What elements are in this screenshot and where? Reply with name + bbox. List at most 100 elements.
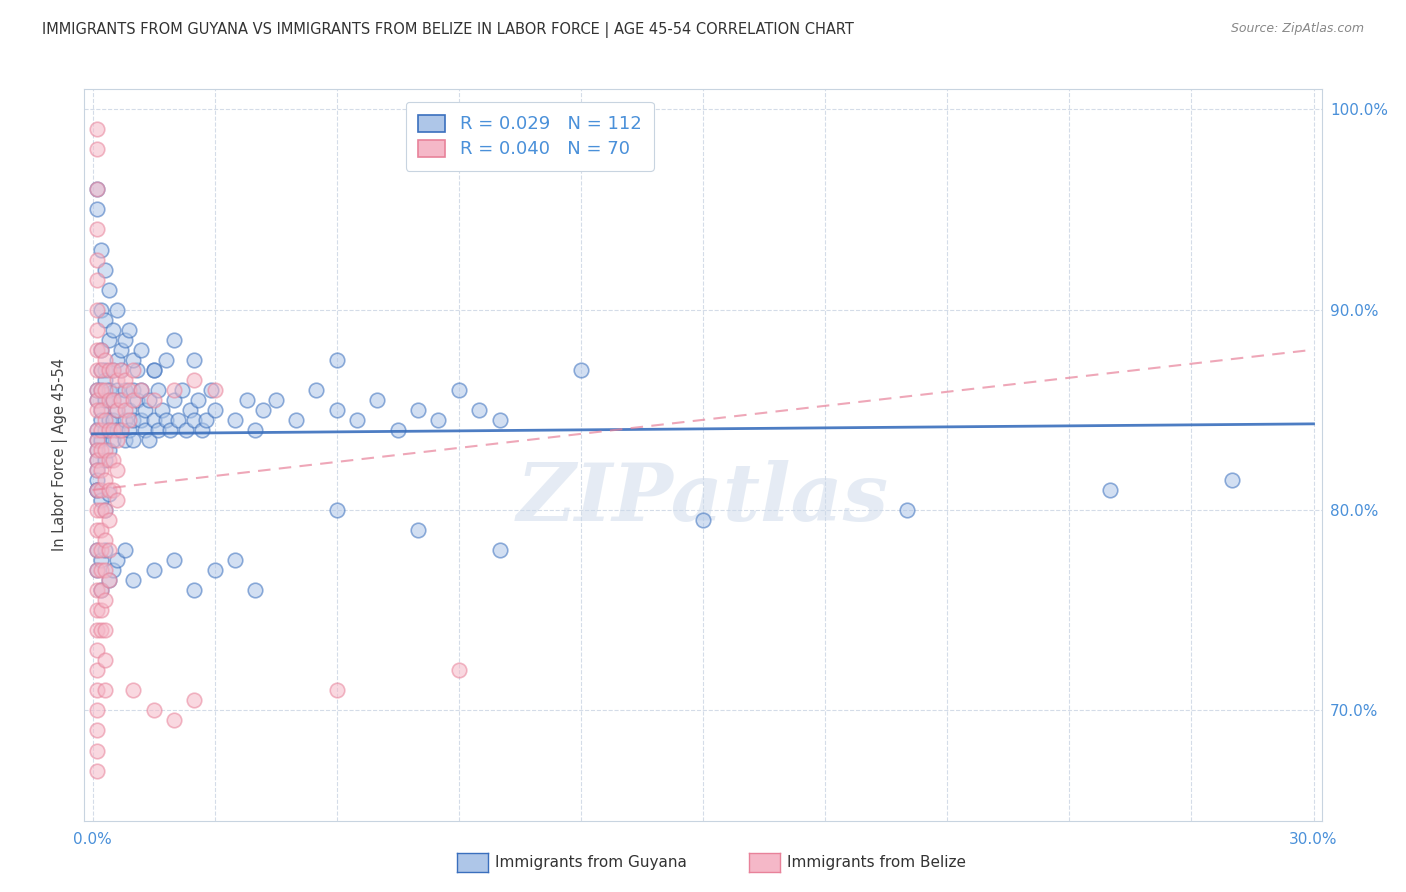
- Point: [366, 392, 388, 407]
- Point: [97, 513, 120, 527]
- Point: [86, 222, 108, 236]
- Point: [90, 563, 112, 577]
- Point: [159, 423, 181, 437]
- Point: [93, 312, 115, 326]
- Point: [252, 402, 274, 417]
- Point: [105, 553, 128, 567]
- Point: [110, 343, 132, 357]
- Point: [118, 383, 141, 397]
- Point: [245, 423, 267, 437]
- Point: [131, 383, 153, 397]
- Point: [447, 383, 470, 397]
- Point: [97, 543, 120, 558]
- Point: [142, 703, 165, 717]
- Text: Immigrants from Guyana: Immigrants from Guyana: [495, 855, 686, 870]
- Point: [406, 523, 429, 537]
- Point: [93, 543, 115, 558]
- Point: [101, 433, 124, 447]
- Point: [122, 683, 145, 698]
- Point: [183, 413, 205, 427]
- Point: [86, 483, 108, 497]
- Point: [406, 402, 429, 417]
- Point: [204, 383, 226, 397]
- Point: [114, 543, 136, 558]
- Point: [138, 433, 160, 447]
- Point: [150, 402, 173, 417]
- Point: [163, 383, 186, 397]
- Point: [86, 302, 108, 317]
- Point: [93, 363, 115, 377]
- Point: [114, 333, 136, 347]
- Point: [114, 402, 136, 417]
- Point: [86, 583, 108, 598]
- Point: [90, 433, 112, 447]
- Point: [97, 383, 120, 397]
- Point: [90, 442, 112, 457]
- Point: [97, 573, 120, 587]
- Point: [127, 392, 149, 407]
- Point: [90, 583, 112, 598]
- Point: [97, 453, 120, 467]
- Point: [305, 383, 328, 397]
- Point: [170, 383, 193, 397]
- Point: [86, 182, 108, 196]
- Point: [86, 402, 108, 417]
- Point: [191, 423, 214, 437]
- Point: [93, 383, 115, 397]
- Point: [86, 182, 108, 196]
- Point: [896, 503, 918, 517]
- Point: [264, 392, 287, 407]
- Point: [86, 483, 108, 497]
- Point: [90, 503, 112, 517]
- Point: [86, 503, 108, 517]
- Point: [86, 363, 108, 377]
- Point: [86, 272, 108, 286]
- Point: [86, 563, 108, 577]
- Point: [93, 453, 115, 467]
- Point: [93, 683, 115, 698]
- Point: [131, 413, 153, 427]
- Y-axis label: In Labor Force | Age 45-54: In Labor Force | Age 45-54: [52, 359, 69, 551]
- Point: [86, 433, 108, 447]
- Point: [86, 543, 108, 558]
- Point: [90, 383, 112, 397]
- Point: [127, 363, 149, 377]
- Point: [90, 543, 112, 558]
- Point: [163, 392, 186, 407]
- Point: [118, 323, 141, 337]
- Point: [86, 252, 108, 267]
- Point: [93, 423, 115, 437]
- Point: [101, 423, 124, 437]
- Point: [90, 413, 112, 427]
- Point: [131, 383, 153, 397]
- Point: [105, 352, 128, 367]
- Point: [86, 202, 108, 217]
- Point: [146, 383, 169, 397]
- Point: [97, 333, 120, 347]
- Point: [325, 402, 347, 417]
- Point: [101, 363, 124, 377]
- Point: [90, 343, 112, 357]
- Point: [93, 533, 115, 547]
- Point: [86, 683, 108, 698]
- Point: [122, 352, 145, 367]
- Point: [93, 352, 115, 367]
- Point: [93, 503, 115, 517]
- Point: [346, 413, 368, 427]
- Legend: R = 0.029   N = 112, R = 0.040   N = 70: R = 0.029 N = 112, R = 0.040 N = 70: [405, 102, 654, 171]
- Point: [224, 553, 246, 567]
- Point: [86, 603, 108, 617]
- Point: [101, 363, 124, 377]
- Text: IMMIGRANTS FROM GUYANA VS IMMIGRANTS FROM BELIZE IN LABOR FORCE | AGE 45-54 CORR: IMMIGRANTS FROM GUYANA VS IMMIGRANTS FRO…: [42, 22, 853, 38]
- Point: [90, 523, 112, 537]
- Point: [86, 743, 108, 757]
- Point: [105, 402, 128, 417]
- Point: [167, 413, 190, 427]
- Point: [93, 503, 115, 517]
- Point: [118, 423, 141, 437]
- Point: [142, 563, 165, 577]
- Point: [204, 402, 226, 417]
- Point: [86, 473, 108, 487]
- Point: [224, 413, 246, 427]
- Point: [86, 463, 108, 477]
